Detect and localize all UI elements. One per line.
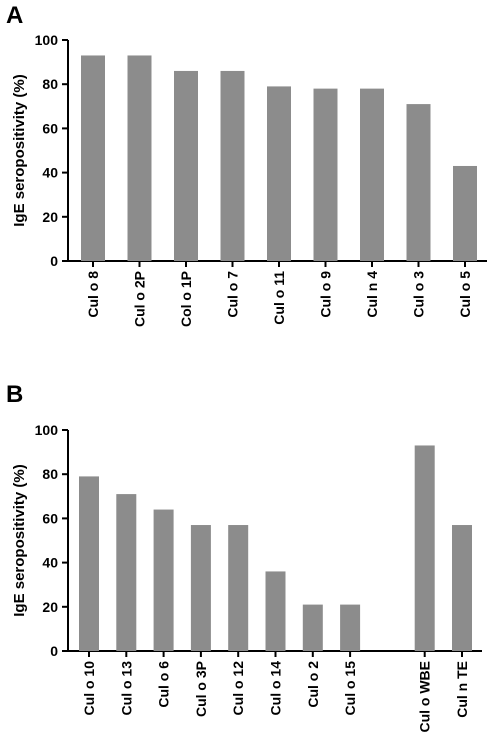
x-tick-label: Cul o WBE <box>417 661 433 733</box>
y-tick-label: 0 <box>50 253 58 269</box>
bar <box>406 104 431 261</box>
x-tick-label: Cul o 12 <box>230 661 246 716</box>
x-tick-label: Cul n 4 <box>364 271 380 318</box>
bar <box>360 88 384 262</box>
y-tick-label: 100 <box>35 32 59 48</box>
x-tick-label: Cul n TE <box>454 661 470 718</box>
y-tick-label: 0 <box>50 643 58 659</box>
bar <box>302 604 323 651</box>
x-tick-label: Cul o 11 <box>271 271 287 325</box>
bar <box>313 88 338 262</box>
bar <box>127 55 152 261</box>
y-tick-label: 80 <box>42 76 58 92</box>
chart-panel-b: B IgE seropositivity (%) 0 20 40 60 80 100 Cul … <box>0 375 500 750</box>
x-tick-label: Cul o 13 <box>118 661 134 716</box>
bar <box>265 571 286 651</box>
x-tick-label: Col o 1P <box>178 271 194 327</box>
x-tick-label: Cul o 15 <box>342 661 358 716</box>
y-axis-label: IgE seropositivity (%) <box>11 74 28 227</box>
y-tick-label: 60 <box>42 120 58 136</box>
x-tick-label: Cul o 8 <box>85 271 101 318</box>
x-tick-label: Cul o 2P <box>132 271 148 327</box>
bar-chart-a: IgE seropositivity (%) 0 20 40 60 80 100 Cul o … <box>11 32 487 327</box>
panel-label-a: A <box>6 2 24 29</box>
y-tick-label: 20 <box>42 209 58 225</box>
bar <box>153 509 174 651</box>
y-tick-label: 80 <box>42 466 58 482</box>
x-tick-label: Cul o 3P <box>193 661 209 717</box>
bar <box>228 525 249 651</box>
bar <box>81 55 105 261</box>
bar <box>190 525 211 651</box>
bar <box>116 494 137 651</box>
y-tick-label: 20 <box>42 599 58 615</box>
panel-label-b: B <box>6 381 24 408</box>
bar-chart-b: IgE seropositivity (%) 0 20 40 60 80 100 Cul o … <box>11 422 482 733</box>
bar <box>453 165 477 261</box>
bar <box>452 525 472 651</box>
chart-panel-a: A IgE seropositivity (%) 0 20 40 60 80 100 Cul … <box>0 0 500 370</box>
x-tick-label: Cul o 5 <box>457 271 473 318</box>
y-tick-label: 40 <box>42 165 58 181</box>
x-tick-label: Cul o 6 <box>156 661 172 708</box>
x-tick-label: Cul o 10 <box>81 661 97 716</box>
x-tick-label: Cul o 9 <box>318 271 334 318</box>
x-tick-label: Cul o 2 <box>305 661 321 708</box>
y-axis-label: IgE seropositivity (%) <box>11 464 28 617</box>
bar <box>79 476 99 651</box>
x-tick-label: Cul o 7 <box>225 271 241 318</box>
bar <box>220 70 245 261</box>
y-tick-label: 100 <box>35 422 59 438</box>
bar <box>267 86 291 261</box>
bar <box>414 445 435 651</box>
bar <box>340 604 361 651</box>
y-tick-label: 60 <box>42 510 58 526</box>
y-tick-label: 40 <box>42 555 58 571</box>
x-tick-label: Cul o 3 <box>411 271 427 318</box>
x-tick-label: Cul o 14 <box>268 661 284 716</box>
bar <box>174 70 198 261</box>
